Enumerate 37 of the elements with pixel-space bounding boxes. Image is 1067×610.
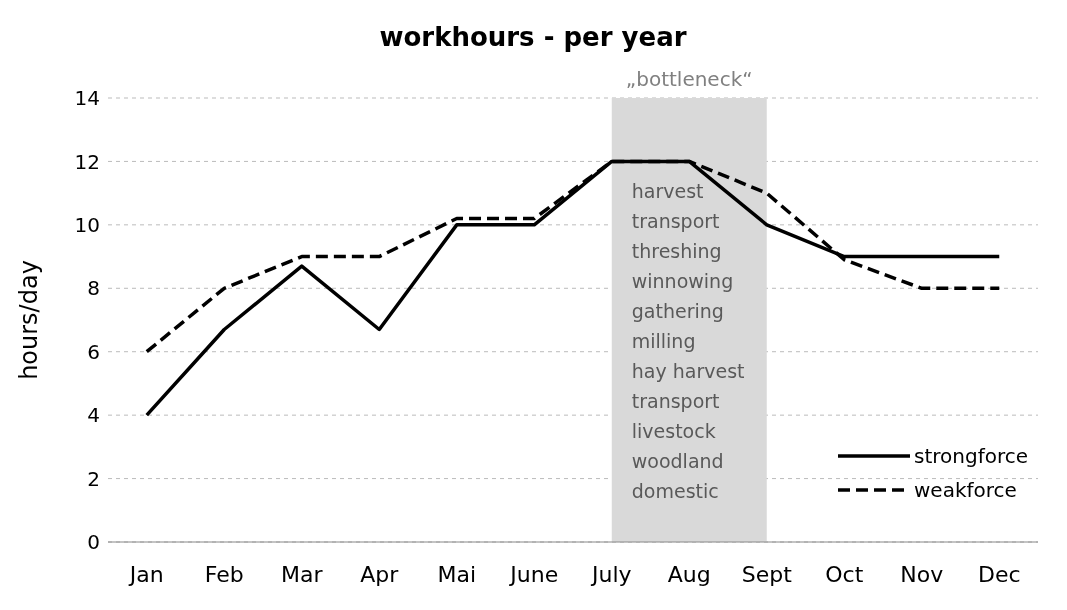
legend-label: weakforce <box>913 478 1017 502</box>
y-tick-label: 12 <box>74 149 100 174</box>
annotation: woodland <box>631 450 724 472</box>
line-series <box>145 159 1001 417</box>
annotation: livestock <box>631 420 716 442</box>
chart-title: workhours - per year <box>378 21 688 54</box>
x-tick-label: Mai <box>437 561 477 587</box>
x-tick-label: Aug <box>667 561 711 587</box>
x-tick-label: Jan <box>127 561 164 587</box>
x-tick-label: Mar <box>280 561 324 587</box>
x-tick-label: June <box>508 561 559 587</box>
y-tick-label: 6 <box>87 339 100 364</box>
annotation: threshing <box>631 240 722 262</box>
band-label: „bottleneck“ <box>625 67 753 91</box>
annotation: transport <box>631 210 720 232</box>
x-tick-label: Nov <box>900 561 944 587</box>
y-tick-label: 4 <box>87 403 100 428</box>
annotation: hay harvest <box>631 360 745 382</box>
x-tick-label: Oct <box>825 561 864 587</box>
y-tick-label: 2 <box>87 466 100 491</box>
x-tick-label: July <box>589 561 632 587</box>
y-axis-title: hours/day <box>14 260 43 380</box>
annotation: transport <box>631 390 720 412</box>
x-tick-label: Sept <box>741 561 793 587</box>
y-tick-label: 10 <box>74 212 100 237</box>
annotation: milling <box>631 330 696 352</box>
x-tick-label: Apr <box>360 561 400 587</box>
x-tick-label: Feb <box>204 561 244 587</box>
x-tick-label: Dec <box>977 561 1021 587</box>
legend-label: strongforce <box>913 444 1028 468</box>
annotation: winnowing <box>631 270 734 292</box>
y-tick-label: 0 <box>87 530 100 555</box>
annotation: harvest <box>631 180 704 202</box>
y-tick-label: 14 <box>74 86 100 111</box>
y-tick-label: 8 <box>87 276 100 301</box>
annotation: gathering <box>631 300 724 322</box>
annotation: domestic <box>631 480 719 502</box>
